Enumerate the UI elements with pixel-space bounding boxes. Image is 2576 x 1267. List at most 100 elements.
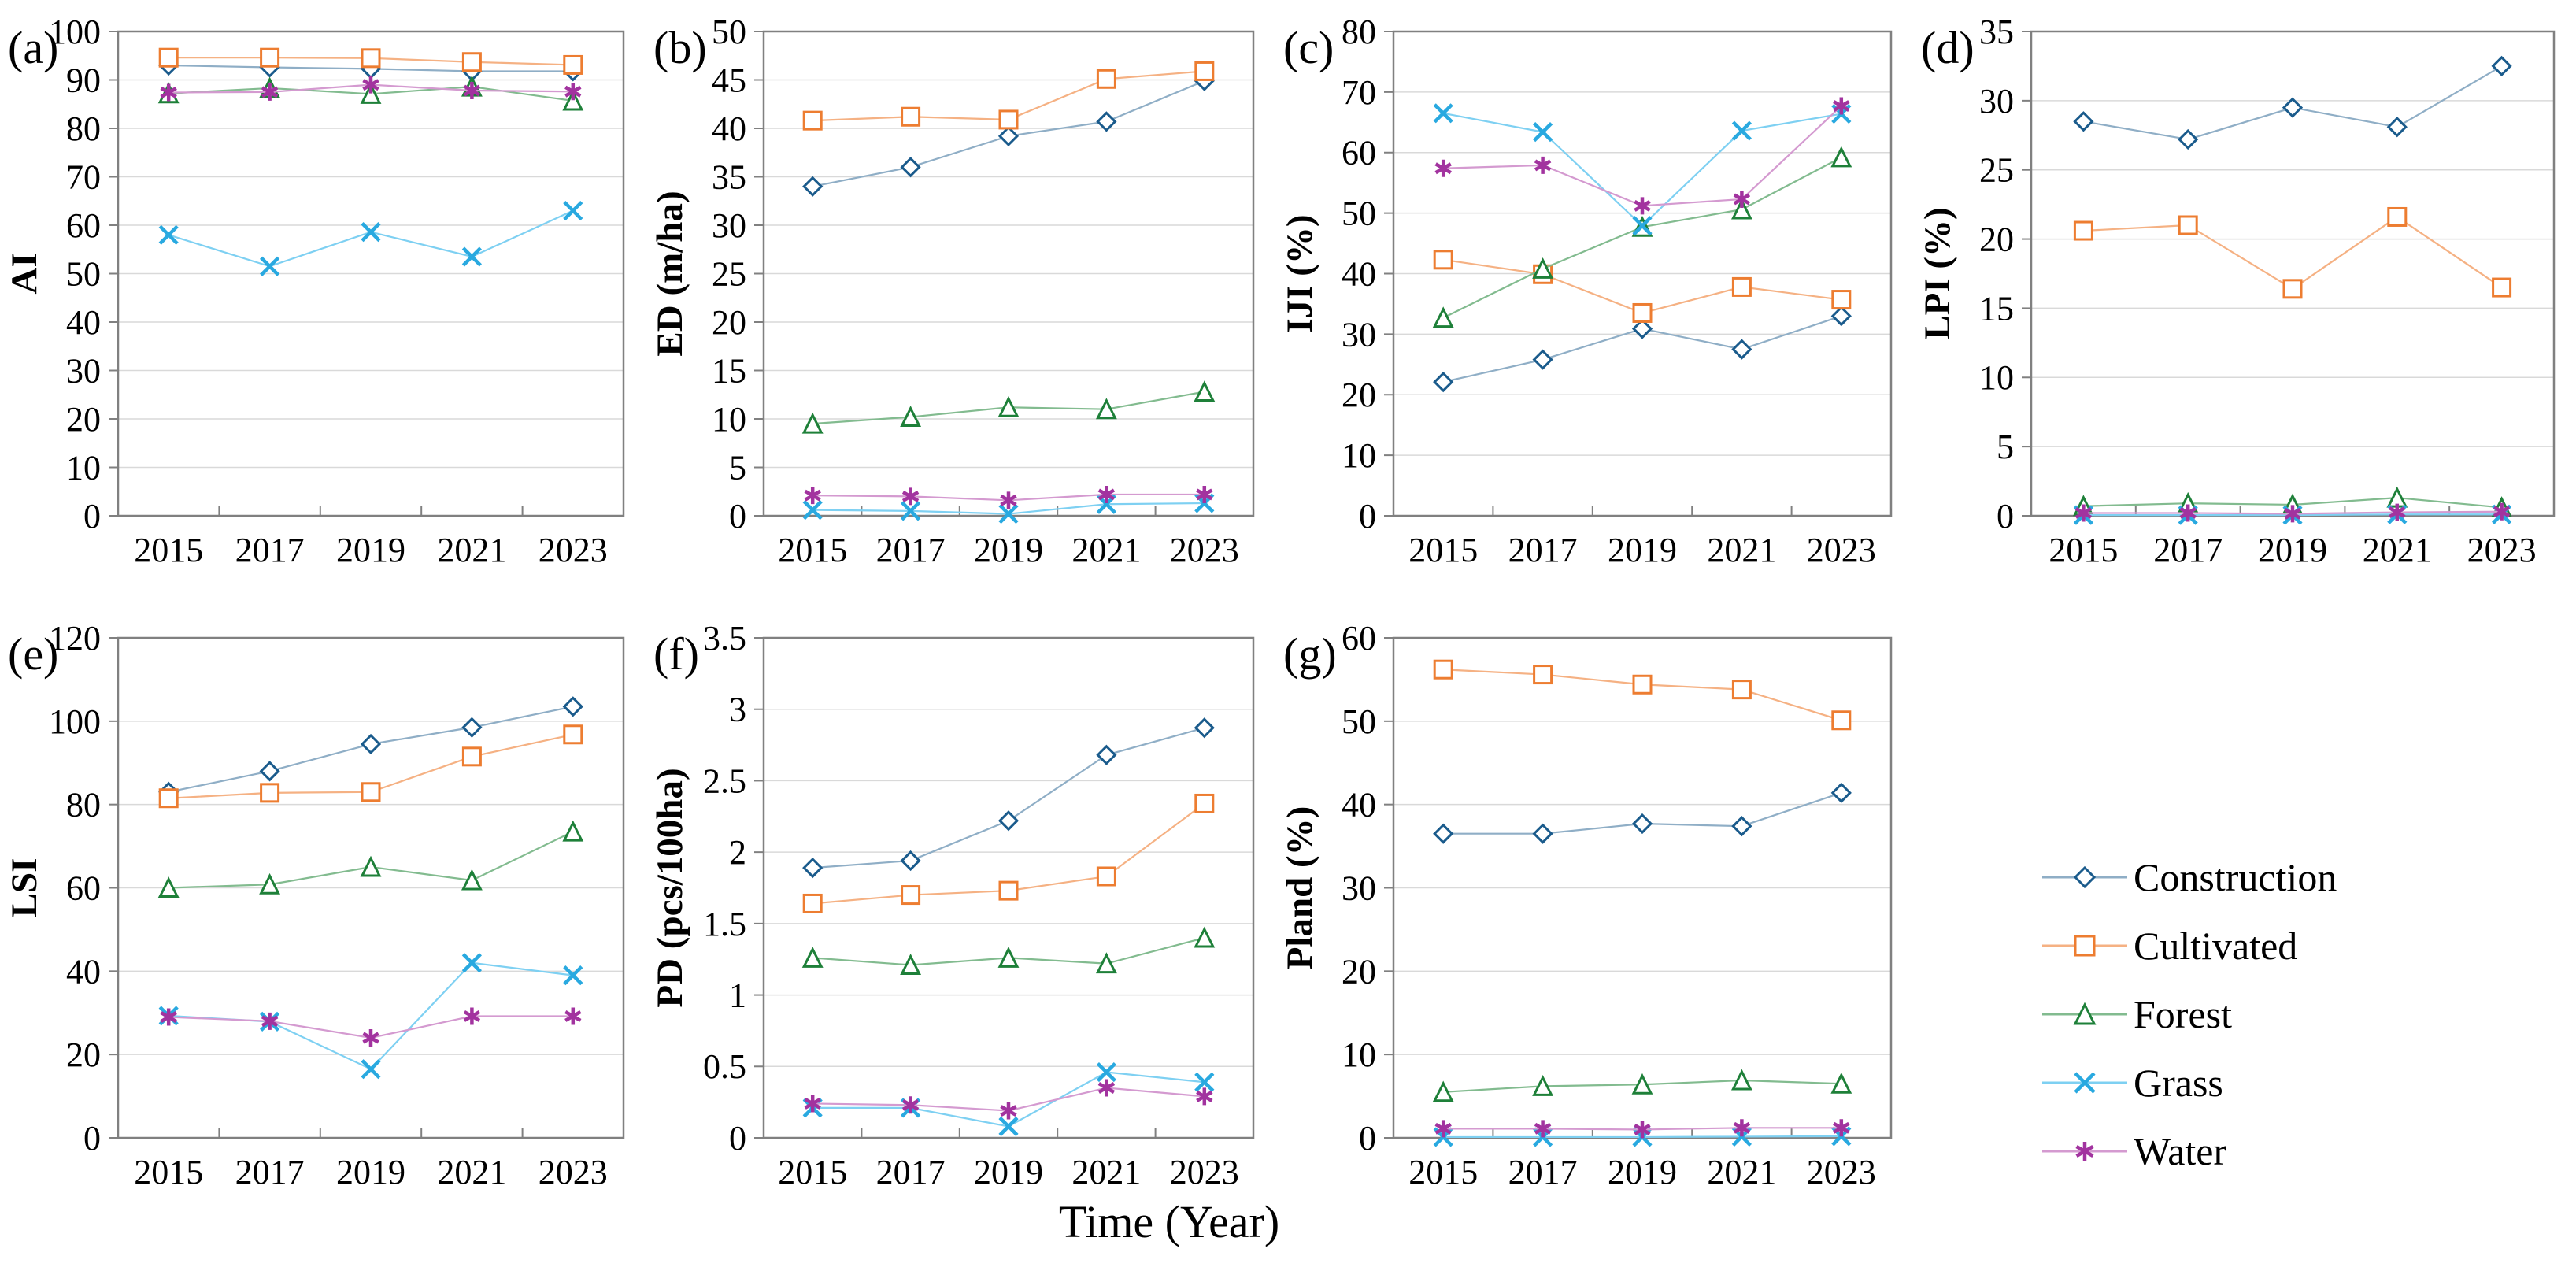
- svg-text:40: 40: [1342, 786, 1376, 824]
- panel-f-svg: 0 0.5 1 1.5 2 2.5 3 3.5 2015 2017 2019 2021 2023 (f) P…: [650, 619, 1255, 1191]
- svg-text:2015: 2015: [2049, 531, 2118, 569]
- legend-label-water: Water: [2134, 1128, 2227, 1173]
- svg-text:2023: 2023: [1170, 1153, 1239, 1191]
- svg-text:15: 15: [712, 351, 746, 390]
- legend-item-forest: Forest: [2039, 980, 2576, 1048]
- svg-text:20: 20: [712, 303, 746, 342]
- svg-text:2.5: 2.5: [703, 761, 746, 800]
- svg-text:2017: 2017: [1508, 531, 1578, 569]
- panel-e: 0 20 40 60 80 100 120 2015 2017 2019 2021 2023 (e) LS…: [0, 606, 646, 1267]
- svg-text:2021: 2021: [1071, 1153, 1141, 1191]
- svg-text:30: 30: [1979, 82, 2014, 120]
- svg-text:2023: 2023: [1807, 531, 1876, 569]
- svg-text:IJI (%): IJI (%): [1279, 214, 1320, 332]
- svg-text:60: 60: [1342, 619, 1376, 658]
- svg-text:10: 10: [1979, 358, 2014, 397]
- x-axis-title: Time (Year): [1058, 1196, 1280, 1247]
- svg-text:2017: 2017: [235, 531, 305, 569]
- svg-text:35: 35: [712, 157, 746, 196]
- legend-item-cultivated: Cultivated: [2039, 911, 2576, 980]
- svg-text:45: 45: [712, 61, 746, 99]
- construction-glyph-svg: [2042, 865, 2127, 888]
- svg-text:30: 30: [66, 351, 101, 390]
- svg-text:2017: 2017: [876, 531, 946, 569]
- svg-text:25: 25: [712, 254, 746, 293]
- svg-text:AI: AI: [4, 253, 45, 294]
- svg-text:2021: 2021: [1071, 531, 1141, 569]
- svg-text:3: 3: [729, 691, 746, 729]
- svg-text:2015: 2015: [1408, 1153, 1478, 1191]
- svg-text:60: 60: [66, 206, 101, 245]
- svg-text:50: 50: [712, 13, 746, 51]
- svg-text:10: 10: [1342, 1035, 1376, 1074]
- svg-text:50: 50: [66, 254, 101, 293]
- svg-text:LSI: LSI: [4, 858, 45, 918]
- svg-text:(b): (b): [653, 22, 707, 73]
- svg-text:70: 70: [66, 157, 101, 196]
- forest-triangle-marker-icon: [2039, 994, 2130, 1035]
- svg-text:2019: 2019: [1608, 531, 1677, 569]
- svg-text:100: 100: [49, 702, 101, 741]
- svg-text:0: 0: [729, 497, 746, 535]
- svg-text:10: 10: [712, 400, 746, 439]
- svg-text:120: 120: [49, 619, 101, 658]
- svg-text:2023: 2023: [539, 531, 608, 569]
- svg-text:2021: 2021: [437, 1153, 506, 1191]
- legend: Construction Cultivated Forest Grass Wat…: [1913, 606, 2576, 1267]
- svg-text:2019: 2019: [1608, 1153, 1677, 1191]
- svg-text:5: 5: [729, 448, 746, 487]
- svg-text:1.5: 1.5: [703, 905, 746, 943]
- svg-text:2015: 2015: [778, 1153, 847, 1191]
- svg-text:30: 30: [1342, 315, 1376, 354]
- svg-text:2017: 2017: [1508, 1153, 1578, 1191]
- svg-text:2019: 2019: [974, 1153, 1043, 1191]
- svg-text:50: 50: [1342, 194, 1376, 233]
- svg-text:10: 10: [66, 448, 101, 487]
- svg-text:90: 90: [66, 61, 101, 99]
- svg-text:(a): (a): [8, 22, 58, 73]
- panel-e-svg: 0 20 40 60 80 100 120 2015 2017 2019 2021 2023 (e) LS…: [4, 619, 625, 1191]
- svg-text:LPI (%): LPI (%): [1917, 207, 1958, 339]
- legend-label-grass: Grass: [2134, 1060, 2223, 1105]
- svg-text:2015: 2015: [134, 531, 203, 569]
- legend-item-construction: Construction: [2039, 843, 2576, 911]
- svg-text:(g): (g): [1283, 628, 1337, 680]
- svg-text:2017: 2017: [876, 1153, 946, 1191]
- svg-text:0: 0: [83, 497, 101, 535]
- svg-text:80: 80: [66, 109, 101, 148]
- grass-x-marker-icon: [2039, 1062, 2130, 1103]
- svg-text:2017: 2017: [2153, 531, 2223, 569]
- grass-glyph-svg: [2042, 1071, 2127, 1094]
- svg-text:2023: 2023: [539, 1153, 608, 1191]
- svg-text:2015: 2015: [1408, 531, 1478, 569]
- svg-text:2019: 2019: [336, 531, 405, 569]
- svg-text:80: 80: [1342, 13, 1376, 51]
- svg-text:15: 15: [1979, 289, 2014, 328]
- legend-label-forest: Forest: [2134, 991, 2232, 1036]
- construction-diamond-marker-icon: [2039, 857, 2130, 898]
- svg-text:2021: 2021: [437, 531, 506, 569]
- svg-text:30: 30: [712, 206, 746, 245]
- svg-text:0: 0: [729, 1119, 746, 1158]
- legend-label-cultivated: Cultivated: [2134, 923, 2298, 968]
- legend-item-grass: Grass: [2039, 1048, 2576, 1117]
- svg-text:ED (m/ha): ED (m/ha): [650, 191, 690, 356]
- svg-text:70: 70: [1342, 73, 1376, 112]
- svg-text:60: 60: [66, 869, 101, 907]
- svg-text:2017: 2017: [235, 1153, 305, 1191]
- svg-text:100: 100: [49, 13, 101, 51]
- svg-text:0: 0: [1359, 1119, 1376, 1158]
- svg-text:2019: 2019: [974, 531, 1043, 569]
- svg-text:20: 20: [1979, 220, 2014, 259]
- svg-text:0.5: 0.5: [703, 1047, 746, 1086]
- svg-text:2023: 2023: [2467, 531, 2537, 569]
- svg-text:60: 60: [1342, 134, 1376, 172]
- forest-glyph-svg: [2042, 1002, 2127, 1024]
- cultivated-square-marker-icon: [2039, 925, 2130, 966]
- svg-text:2021: 2021: [1707, 531, 1776, 569]
- svg-text:30: 30: [1342, 869, 1376, 907]
- panel-g-svg: 0 10 20 30 40 50 60 2015 2017 2019 2021 2023 (g) Plan…: [1279, 619, 1893, 1191]
- svg-text:2015: 2015: [778, 531, 847, 569]
- svg-text:0: 0: [1359, 497, 1376, 535]
- svg-text:2021: 2021: [1707, 1153, 1776, 1191]
